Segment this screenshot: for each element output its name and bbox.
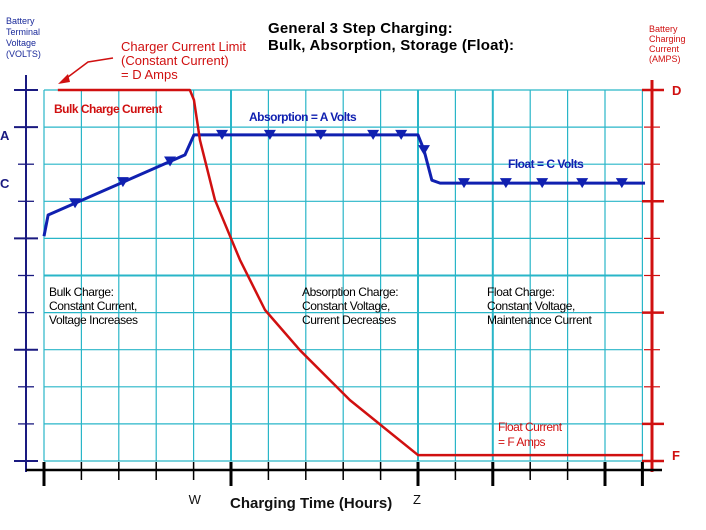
left-tick-label: C xyxy=(0,176,10,191)
phase-line: Voltage Increases xyxy=(49,313,138,327)
limit-arrow-head-icon xyxy=(58,74,70,84)
voltage-line xyxy=(42,133,646,237)
limit-line: (Constant Current) xyxy=(121,53,229,68)
voltage-marker xyxy=(615,178,628,189)
float-current-line: Float Current xyxy=(498,420,562,434)
current-line xyxy=(57,88,644,457)
x-tick-label: Z xyxy=(413,492,421,507)
phase-line: Constant Current, xyxy=(49,299,137,313)
right-axis-label-line: Current xyxy=(649,44,680,54)
left-axis-label-line: Battery xyxy=(6,16,35,26)
phase-line: Constant Voltage, xyxy=(487,299,575,313)
voltage-marker xyxy=(314,129,327,140)
voltage-marker xyxy=(499,178,512,189)
float-current-line: = F Amps xyxy=(498,435,546,449)
phase-line: Float Charge: xyxy=(487,285,555,299)
limit-arrow-line xyxy=(63,57,114,81)
chart-title: General 3 Step Charging: Bulk, Absorptio… xyxy=(268,20,514,54)
limit-line: Charger Current Limit xyxy=(121,39,246,54)
title-line-2: Bulk, Absorption, Storage (Float): xyxy=(268,37,515,54)
voltage-marker xyxy=(116,177,129,188)
phase-line: Current Decreases xyxy=(302,313,396,327)
right-axis-label-line: Charging xyxy=(649,34,686,44)
right-axis-label-line: (AMPS) xyxy=(649,54,681,64)
phase-line: Constant Voltage, xyxy=(302,299,390,313)
charger-limit-annotation: Charger Current Limit (Constant Current)… xyxy=(121,40,246,82)
voltage-marker xyxy=(395,129,408,140)
bulk-current-label: Bulk Charge Current xyxy=(54,102,162,116)
right-tick-label: F xyxy=(672,448,680,463)
left-axis-label-line: (VOLTS) xyxy=(6,49,41,59)
x-axis-label: Charging Time (Hours) xyxy=(230,495,393,512)
phase-absorption: Absorption Charge: Constant Voltage, Cur… xyxy=(302,285,399,327)
voltage-marker xyxy=(69,198,82,209)
voltage-marker xyxy=(263,129,276,140)
phase-bulk: Bulk Charge: Constant Current, Voltage I… xyxy=(49,285,138,327)
absorption-volts-label: Absorption = A Volts xyxy=(249,110,357,124)
phase-line: Maintenance Current xyxy=(487,313,592,327)
right-axis-label-line: Battery xyxy=(649,24,678,34)
limit-line: = D Amps xyxy=(121,67,178,82)
left-axis-label-line: Terminal xyxy=(6,27,41,37)
right-axis-label: Battery Charging Current (AMPS) xyxy=(649,24,686,64)
voltage-marker xyxy=(458,178,471,189)
voltage-marker xyxy=(367,129,380,140)
float-current-label: Float Current = F Amps xyxy=(498,420,562,450)
voltage-marker xyxy=(417,145,430,156)
x-tick-label: W xyxy=(189,492,202,507)
voltage-marker xyxy=(536,178,549,189)
phase-line: Absorption Charge: xyxy=(302,285,399,299)
float-volts-label: Float = C Volts xyxy=(508,157,584,171)
right-tick-label: D xyxy=(672,83,681,98)
voltage-marker xyxy=(216,129,229,140)
phase-float: Float Charge: Constant Voltage, Maintena… xyxy=(487,285,592,327)
title-line-1: General 3 Step Charging: xyxy=(268,20,453,37)
voltage-marker xyxy=(576,178,589,189)
left-axis-label: Battery Terminal Voltage (VOLTS) xyxy=(6,16,41,60)
left-tick-label: A xyxy=(0,128,10,143)
phase-line: Bulk Charge: xyxy=(49,285,114,299)
voltage-marker xyxy=(164,156,177,167)
left-axis-label-line: Voltage xyxy=(6,38,37,48)
